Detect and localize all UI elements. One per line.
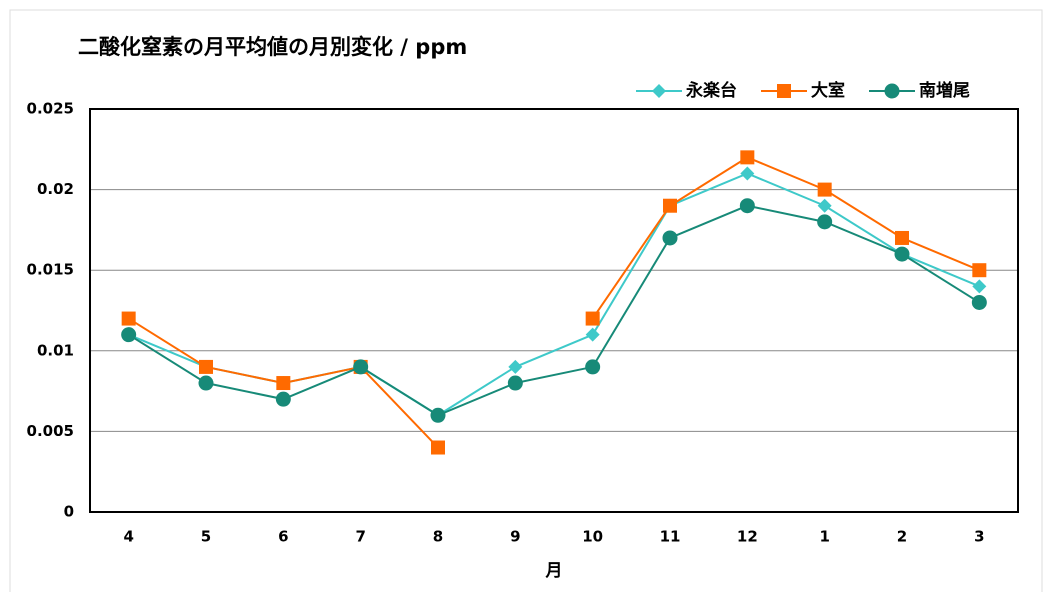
x-tick-label: 3 — [974, 528, 984, 546]
marker — [353, 359, 369, 375]
marker — [894, 246, 910, 262]
x-tick-label: 5 — [201, 528, 211, 546]
marker — [895, 230, 909, 245]
x-axis-label: 月 — [545, 561, 563, 581]
marker — [585, 359, 601, 375]
marker — [198, 375, 214, 391]
marker — [663, 198, 677, 213]
y-tick-label: 0.02 — [37, 180, 74, 198]
marker — [507, 375, 523, 391]
marker — [740, 166, 755, 181]
legend-label: 永楽台 — [685, 80, 737, 101]
x-tick-label: 11 — [660, 528, 681, 546]
marker — [739, 198, 755, 214]
x-tick-label: 4 — [123, 528, 133, 546]
marker — [121, 311, 136, 326]
x-tick-label: 1 — [819, 528, 829, 546]
legend-label: 大室 — [811, 80, 845, 101]
marker — [817, 214, 833, 230]
chart-title: 二酸化窒素の月平均値の月別変化 / ppm — [78, 35, 467, 59]
marker — [508, 359, 523, 374]
marker — [777, 84, 791, 98]
y-tick-label: 0.005 — [27, 422, 74, 440]
x-tick-label: 12 — [737, 528, 758, 546]
marker — [275, 391, 291, 407]
marker — [884, 83, 900, 99]
x-tick-label: 6 — [278, 528, 288, 546]
marker — [662, 230, 678, 246]
plot-border — [89, 108, 1019, 513]
x-tick-label: 8 — [433, 528, 443, 546]
marker — [971, 294, 987, 310]
x-tick-label: 10 — [582, 528, 603, 546]
marker — [817, 198, 832, 213]
marker — [817, 182, 832, 197]
marker — [199, 359, 213, 374]
marker — [431, 440, 445, 455]
marker — [972, 279, 987, 294]
y-tick-label: 0.01 — [37, 341, 74, 359]
marker — [972, 263, 987, 278]
chart-frame — [9, 9, 1043, 596]
marker — [121, 327, 137, 343]
x-tick-label: 2 — [897, 528, 907, 546]
marker — [740, 150, 755, 165]
legend-label: 南増尾 — [919, 80, 970, 101]
y-tick-label: 0.025 — [27, 100, 74, 118]
marker — [585, 327, 600, 342]
x-tick-label: 9 — [510, 528, 520, 546]
marker — [652, 84, 666, 98]
marker — [585, 311, 600, 326]
marker — [276, 376, 291, 391]
series-line — [128, 204, 980, 417]
marker — [430, 407, 446, 423]
x-tick-label: 7 — [355, 528, 365, 546]
y-tick-label: 0 — [64, 503, 74, 521]
y-tick-label: 0.015 — [27, 261, 74, 279]
